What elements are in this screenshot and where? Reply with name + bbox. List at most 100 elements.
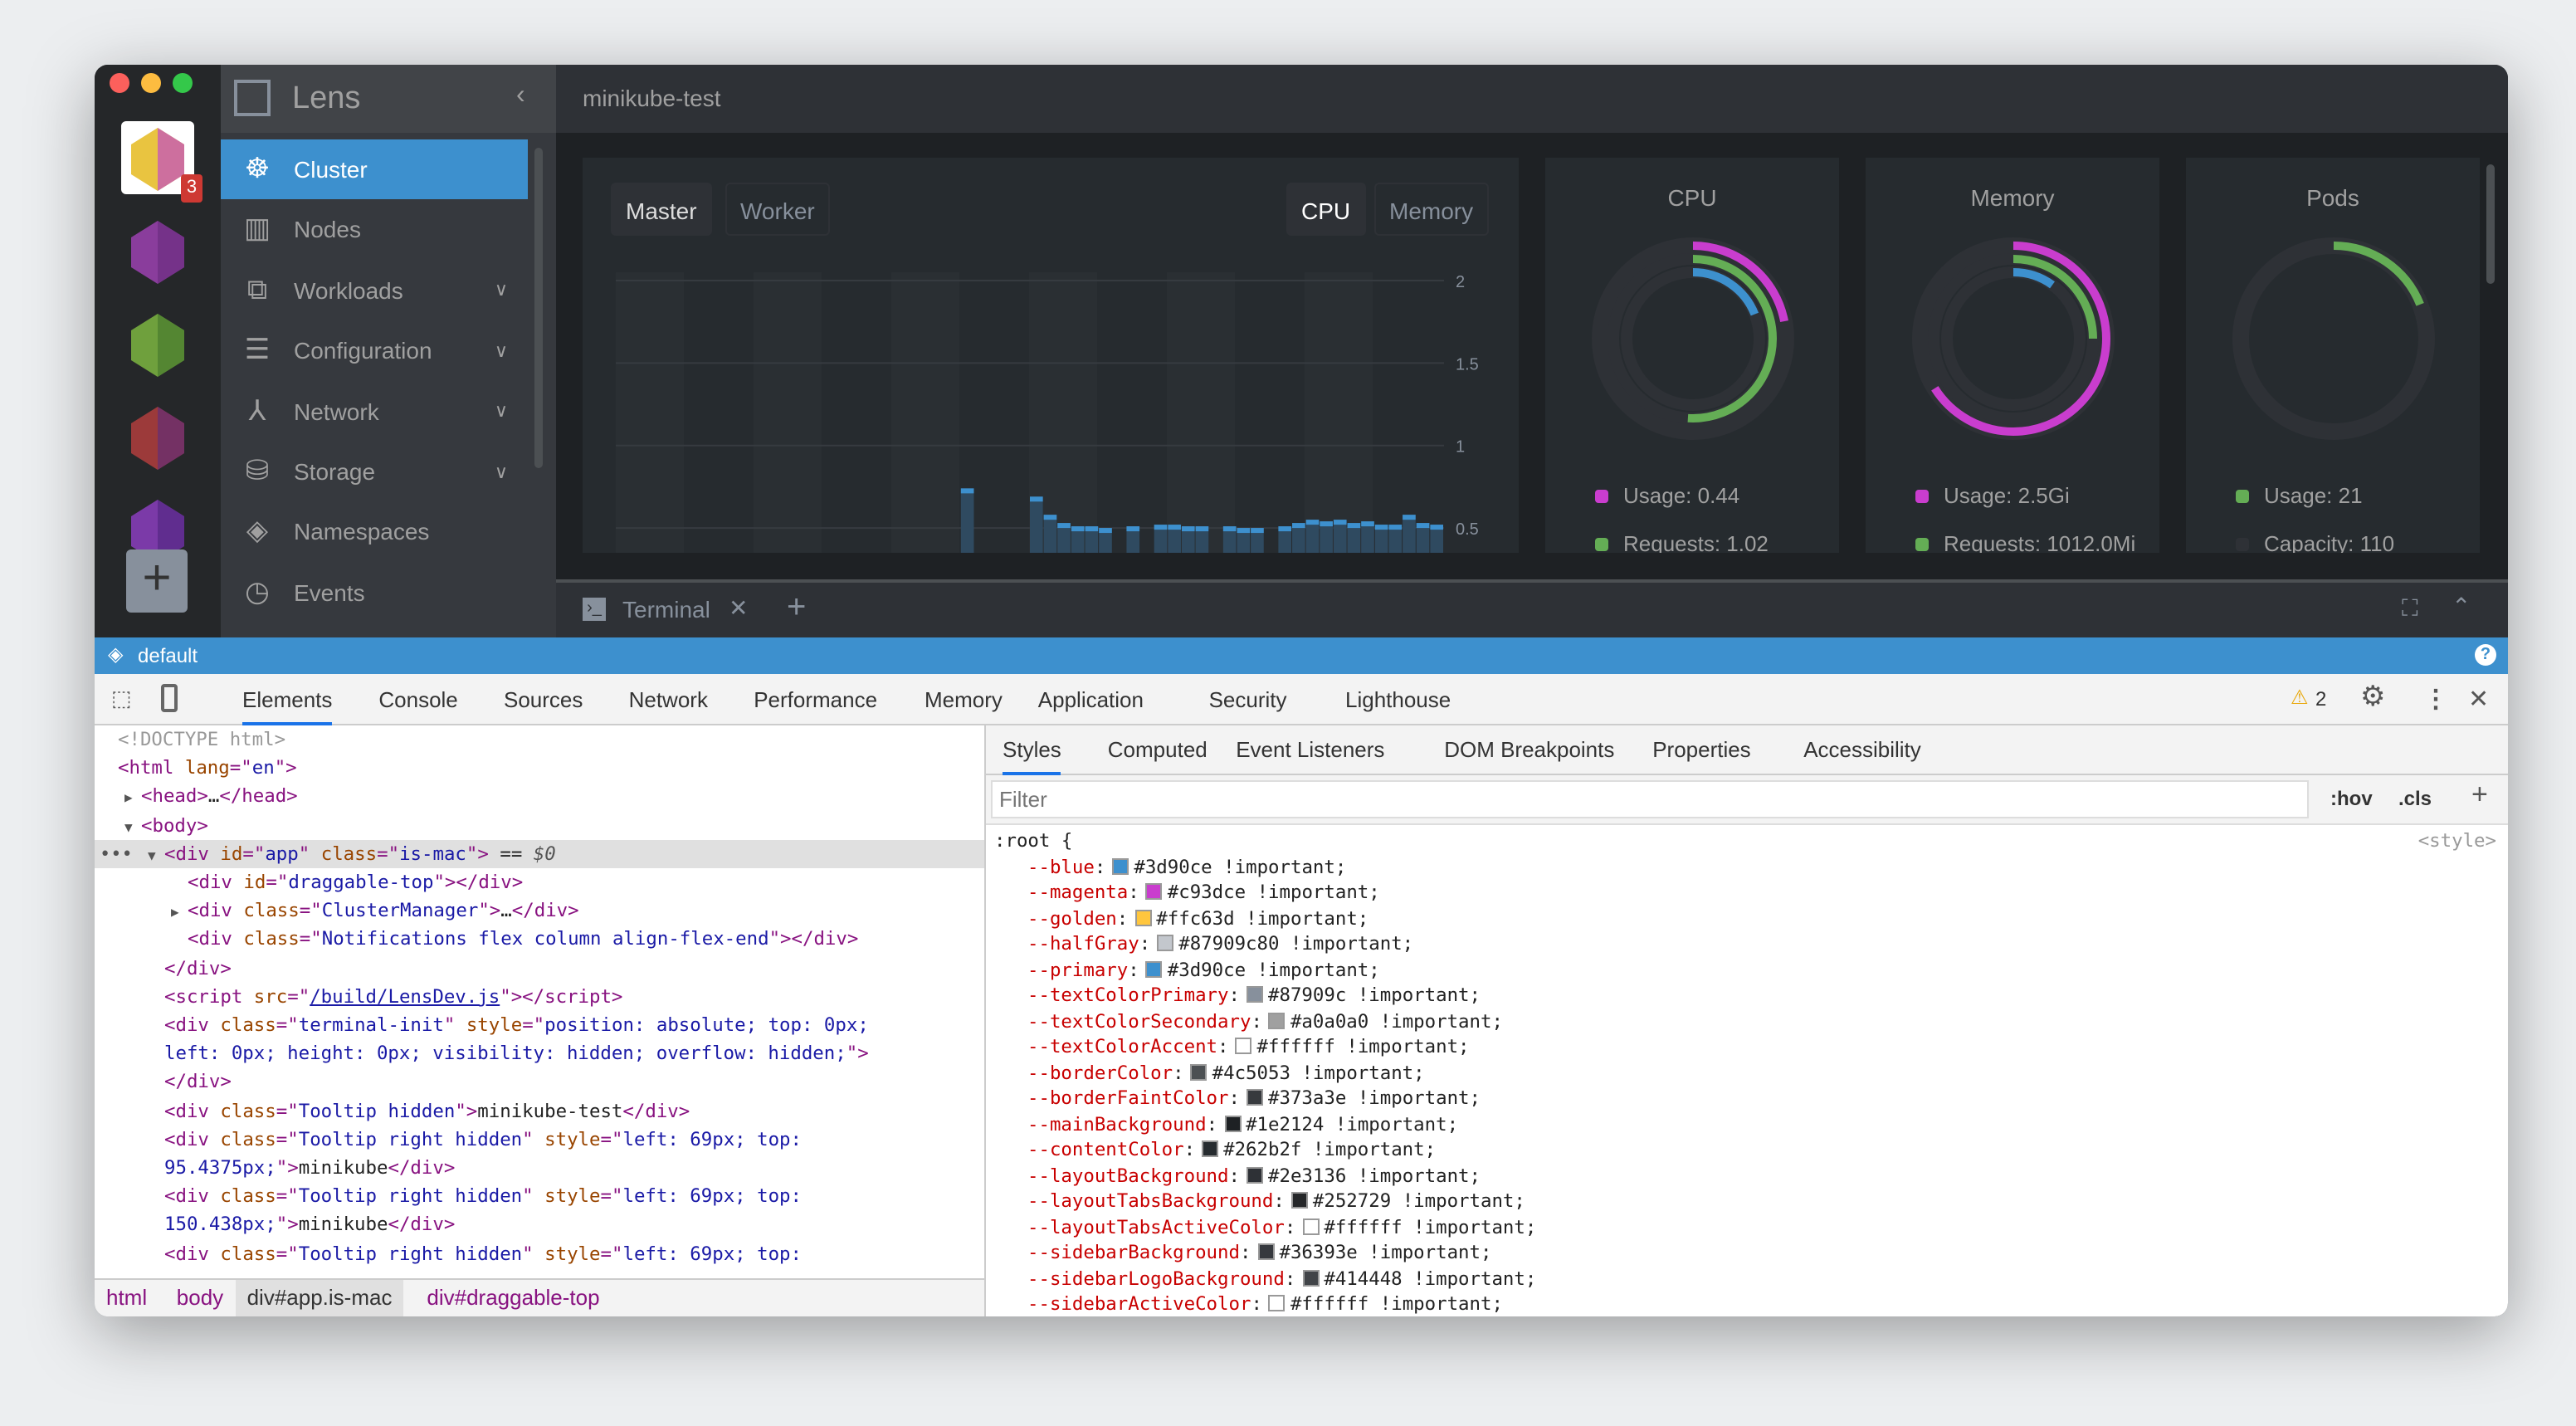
- cluster-icon-2[interactable]: [121, 214, 194, 287]
- cpu-bar[interactable]: [1181, 526, 1195, 553]
- css-variable[interactable]: --layoutTabsActiveColor: #ffffff !importa…: [1027, 1216, 1537, 1238]
- expand-triangle-icon[interactable]: ▶: [124, 790, 133, 806]
- cls-toggle[interactable]: .cls: [2398, 787, 2432, 810]
- sidebar-item-cluster[interactable]: ☸ Cluster: [221, 139, 528, 199]
- css-variable[interactable]: --blue: #3d90ce !important;: [1027, 856, 1347, 877]
- color-swatch[interactable]: [1290, 1192, 1308, 1209]
- styles-tab-accessibility[interactable]: Accessibility: [1803, 737, 1921, 762]
- dom-node[interactable]: <!DOCTYPE html>: [95, 725, 984, 754]
- ring-arc[interactable]: [1609, 255, 1777, 422]
- tab-elements[interactable]: Elements: [242, 674, 333, 725]
- styles-tab-styles[interactable]: Styles: [1003, 725, 1061, 775]
- chevron-down-icon[interactable]: ∨: [494, 402, 508, 422]
- cpu-bar[interactable]: [1030, 496, 1043, 553]
- styles-tab-dom-breakpoints[interactable]: DOM Breakpoints: [1444, 737, 1615, 762]
- color-swatch[interactable]: [1202, 1140, 1219, 1157]
- cpu-bar[interactable]: [1388, 525, 1403, 553]
- dom-node[interactable]: <html lang="en">: [95, 754, 984, 782]
- cpu-bar[interactable]: [1251, 528, 1264, 553]
- settings-gear-icon[interactable]: ⚙: [2360, 681, 2386, 712]
- color-swatch[interactable]: [1257, 1243, 1275, 1260]
- dom-node[interactable]: <div class="Tooltip right hidden" style=…: [95, 1239, 984, 1267]
- main-scrollbar[interactable]: [2486, 164, 2495, 284]
- sidebar-item-events[interactable]: ◷ Events: [221, 563, 528, 623]
- tab-worker[interactable]: Worker: [725, 183, 830, 236]
- css-variable[interactable]: --sidebarActiveColor: #ffffff !important;: [1027, 1293, 1503, 1315]
- tab-application[interactable]: Application: [1037, 687, 1144, 712]
- cpu-bar[interactable]: [1430, 525, 1443, 553]
- styles-tab-event-listeners[interactable]: Event Listeners: [1236, 737, 1385, 762]
- css-variable[interactable]: --contentColor: #262b2f !important;: [1027, 1139, 1437, 1160]
- cpu-bar[interactable]: [1403, 515, 1416, 553]
- tab-network[interactable]: Network: [628, 687, 708, 712]
- ring-arc[interactable]: [1943, 268, 2084, 409]
- css-variable[interactable]: --borderColor: #4c5053 !important;: [1027, 1062, 1425, 1083]
- cpu-bar[interactable]: [1292, 523, 1305, 553]
- cluster-icon-1[interactable]: 3: [121, 121, 202, 203]
- color-swatch[interactable]: [1145, 960, 1163, 977]
- color-swatch[interactable]: [1247, 1166, 1263, 1183]
- color-swatch[interactable]: [1268, 1295, 1286, 1311]
- tab-console[interactable]: Console: [378, 687, 458, 712]
- css-variable[interactable]: --layoutTabsBackground: #252729 !importan…: [1027, 1190, 1525, 1212]
- dom-node[interactable]: <script src="/build/LensDev.js"></script…: [95, 983, 984, 1011]
- chevron-down-icon[interactable]: ∨: [494, 462, 508, 482]
- cpu-bar[interactable]: [960, 488, 974, 553]
- color-swatch[interactable]: [1112, 857, 1129, 874]
- tab-memory[interactable]: Memory: [925, 687, 1003, 712]
- cpu-bar[interactable]: [1416, 523, 1430, 553]
- minimize-window-button[interactable]: [141, 73, 161, 93]
- dom-node[interactable]: ▶ <head>…</head>: [95, 783, 984, 811]
- new-style-rule-button[interactable]: +: [2471, 779, 2488, 810]
- sidebar-item-namespaces[interactable]: ◈ Namespaces: [221, 502, 528, 562]
- dom-node[interactable]: </div>: [95, 1068, 984, 1096]
- color-swatch[interactable]: [1302, 1218, 1320, 1234]
- css-variable[interactable]: --layoutBackground: #2e3136 !important;: [1027, 1165, 1481, 1186]
- color-swatch[interactable]: [1235, 1038, 1252, 1054]
- styles-tab-properties[interactable]: Properties: [1652, 737, 1751, 762]
- dom-node[interactable]: <div class="Tooltip hidden">minikube-tes…: [95, 1096, 984, 1125]
- cpu-bar[interactable]: [1361, 521, 1374, 553]
- expand-triangle-icon[interactable]: ▶: [171, 905, 179, 921]
- dom-token[interactable]: /build/LensDev.js: [310, 985, 500, 1008]
- breadcrumb-item[interactable]: div#draggable-top: [427, 1285, 600, 1310]
- fullscreen-icon[interactable]: ⛶: [2402, 594, 2418, 621]
- color-swatch[interactable]: [1268, 1012, 1286, 1028]
- color-swatch[interactable]: [1247, 1089, 1263, 1106]
- color-swatch[interactable]: [1134, 909, 1152, 925]
- color-swatch[interactable]: [1302, 1269, 1320, 1286]
- css-variable[interactable]: --textColorPrimary: #87909c !important;: [1027, 984, 1481, 1006]
- collapse-sidebar-button[interactable]: ‹: [516, 81, 525, 110]
- cpu-bar[interactable]: [1126, 526, 1140, 553]
- color-swatch[interactable]: [1145, 883, 1163, 900]
- cpu-bar[interactable]: [1347, 523, 1361, 553]
- dom-node[interactable]: ▶ <div class="ClusterManager">…</div>: [95, 896, 984, 925]
- elements-tree[interactable]: <!DOCTYPE html> <html lang="en"> ▶ <head>…<…: [95, 725, 984, 1278]
- css-variable[interactable]: --halfGray: #87909c80 !important;: [1027, 933, 1414, 955]
- dom-node[interactable]: <div class="Tooltip right hidden" style=…: [95, 1183, 984, 1240]
- sidebar-scrollbar[interactable]: [534, 148, 543, 468]
- color-swatch[interactable]: [1224, 1115, 1242, 1131]
- rule-source-link[interactable]: <style>: [2417, 830, 2496, 852]
- tab-terminal[interactable]: Terminal: [622, 596, 710, 623]
- more-icon[interactable]: •••: [100, 842, 133, 865]
- dom-node[interactable]: </div>: [95, 954, 984, 982]
- cpu-bar[interactable]: [1154, 525, 1168, 553]
- cpu-bar[interactable]: [1071, 526, 1085, 553]
- sidebar-item-network[interactable]: ⅄ Network ∨: [221, 381, 528, 441]
- css-variable[interactable]: --golden: #ffc63d !important;: [1027, 907, 1369, 929]
- close-window-button[interactable]: [110, 73, 129, 93]
- new-terminal-button[interactable]: +: [787, 589, 807, 626]
- cpu-bar[interactable]: [1043, 515, 1057, 553]
- inspect-element-icon[interactable]: ⬚: [111, 686, 132, 711]
- tab-performance[interactable]: Performance: [754, 687, 878, 712]
- close-devtools-icon[interactable]: ✕: [2468, 686, 2490, 714]
- sidebar-item-nodes[interactable]: ▥ Nodes: [221, 200, 528, 260]
- ring-arc[interactable]: [1916, 242, 2110, 436]
- more-options-icon[interactable]: ⋮: [2423, 686, 2448, 714]
- cpu-bar[interactable]: [1222, 526, 1237, 553]
- css-variable[interactable]: --sidebarLogoBackground: #414448 !importa…: [1027, 1267, 1537, 1289]
- tab-master[interactable]: Master: [611, 183, 712, 236]
- warning-icon[interactable]: ⚠: [2291, 686, 2309, 709]
- help-icon[interactable]: ?: [2475, 644, 2496, 666]
